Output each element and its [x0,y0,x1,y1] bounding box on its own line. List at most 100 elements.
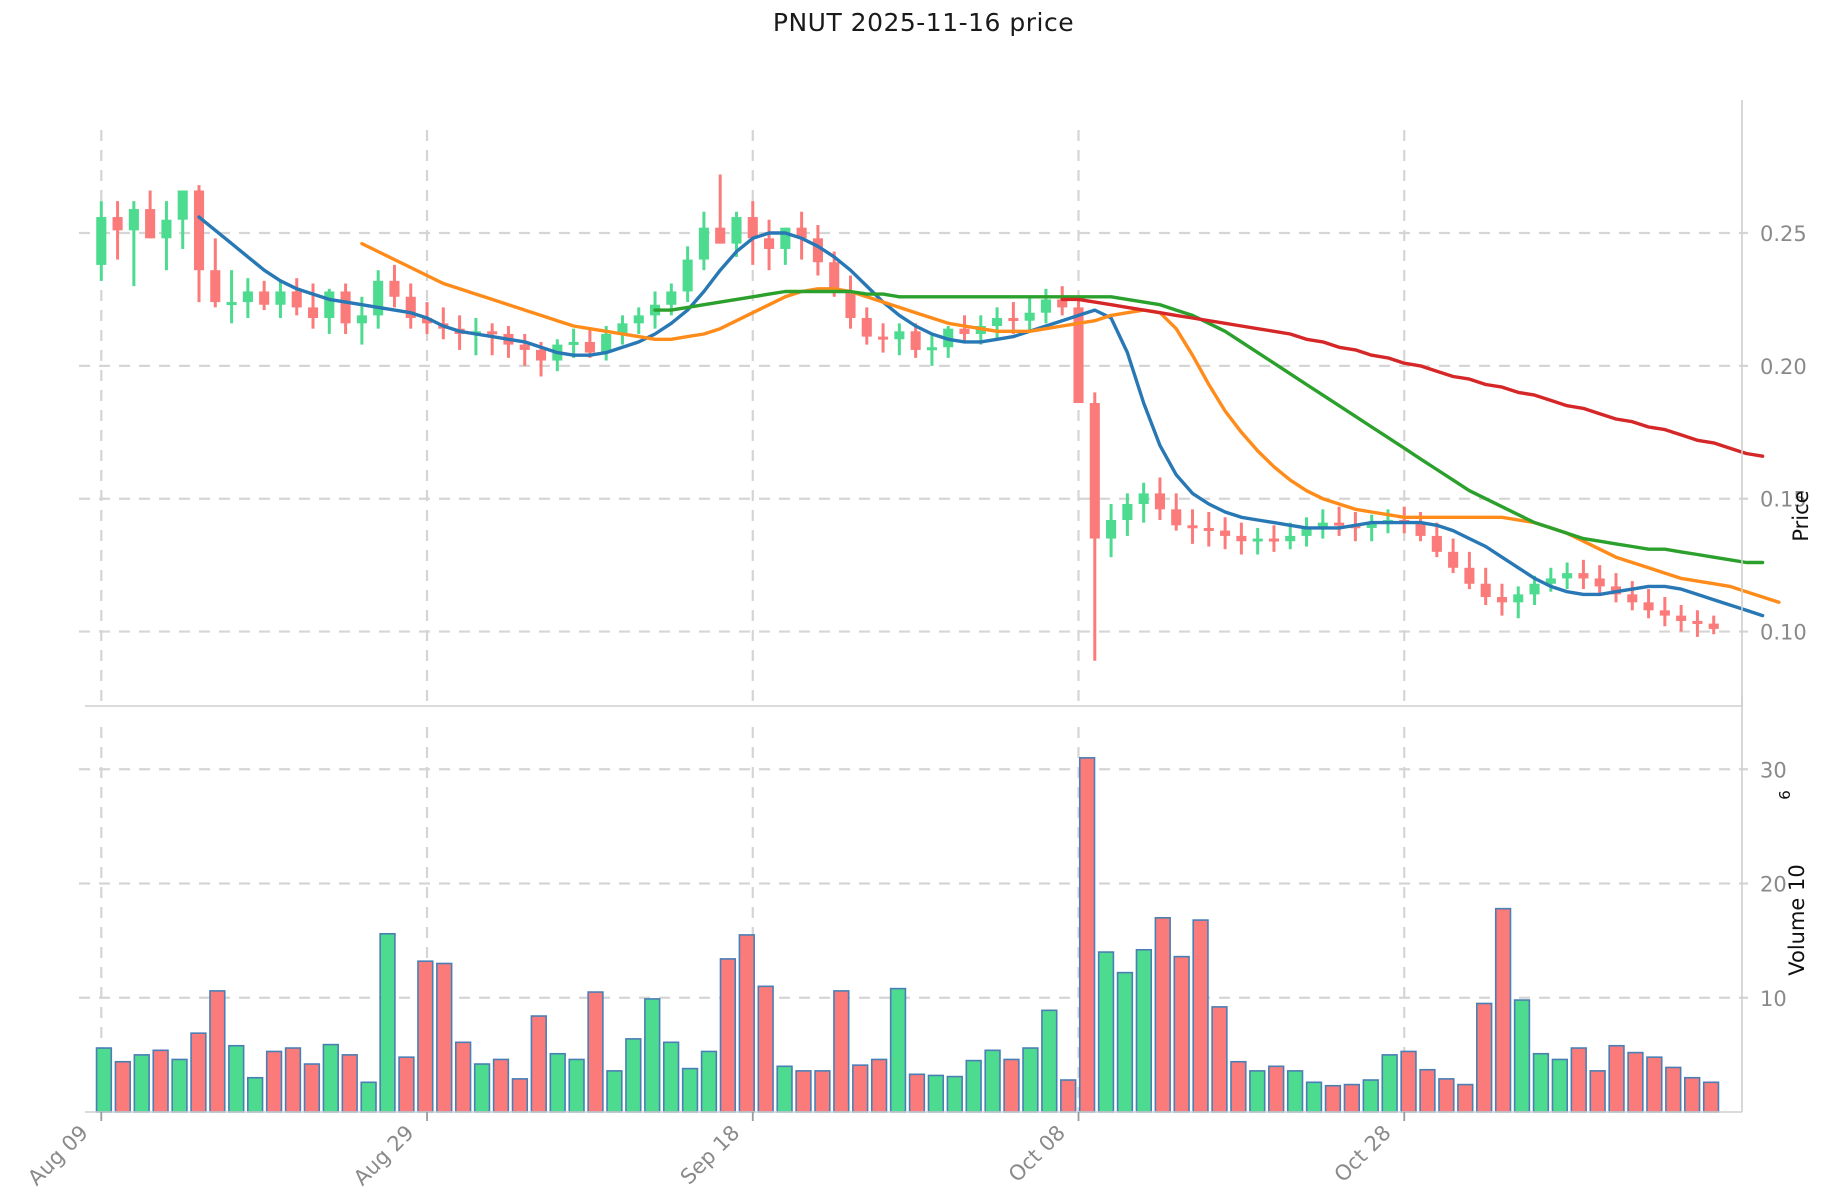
candle-body [568,341,579,345]
volume-bar [1362,1079,1379,1113]
volume-bar [417,960,434,1113]
volume-bar [341,1054,358,1113]
ma-line-ma-xlong [1060,297,1765,458]
candle-body [1480,583,1491,598]
volume-bar [1551,1058,1569,1113]
volume-bar [1078,757,1096,1113]
price-tick-label: 0.10 [1760,621,1807,645]
candlestick [812,225,823,276]
candle-body [1106,519,1117,539]
candle-body [715,227,726,244]
candlestick [682,246,693,303]
volume-bar [889,987,907,1113]
volume-bar [1419,1068,1436,1113]
svg-text:Volume 10: Volume 10 [1785,864,1809,976]
candle-body [1008,318,1019,322]
candle-body [1220,530,1231,536]
volume-bar [1589,1070,1606,1113]
volume-bar [568,1058,585,1113]
volume-bar [1494,907,1512,1113]
volume-bar [776,1065,793,1113]
candle-body [682,259,693,292]
candlestick [845,275,856,329]
x-tick-label: Sep 18 [676,1121,745,1190]
candle-body [210,270,221,303]
candlestick [291,278,302,316]
candle-body [764,238,775,249]
ma-line-ma-short [197,215,1765,618]
candlestick [1399,506,1410,534]
price-tick-label: 0.25 [1760,222,1807,246]
candle-body [389,280,400,297]
candle-body [633,315,644,324]
volume-bar [1381,1054,1398,1113]
volume-bar [662,1041,680,1113]
candlestick [503,326,514,358]
candlestick [405,283,416,329]
volume-bar [984,1049,1001,1113]
volume-bar [1211,1006,1228,1113]
candle-body [1692,620,1703,624]
candle-body [1268,538,1280,542]
volume-bar [795,1070,812,1113]
volume-bar [379,932,396,1113]
volume-bar [265,1050,283,1113]
candlestick [1676,605,1687,632]
volume-bar [1173,955,1190,1113]
volume-bar [1513,999,1531,1113]
candle-body [747,217,758,239]
candlestick [861,307,872,345]
candlestick [1431,522,1442,558]
candlestick [1529,575,1540,605]
volume-bar [1249,1070,1266,1113]
volume-tick-labels: 30 20 10 [1760,758,1787,1010]
candlestick [764,219,775,271]
candle-body [259,291,270,305]
volume-bar [814,1070,831,1113]
candlestick [112,201,123,260]
axis-spines [85,100,1743,1113]
candle-body [96,217,107,265]
candle-body [1073,307,1084,404]
volume-axis-label: Volume 10 6 [1776,790,1809,976]
candlestick-series [96,174,1719,661]
volume-bar [1305,1081,1323,1113]
volume-bar [1646,1056,1663,1113]
volume-bar [322,1043,339,1113]
candlestick [1073,296,1084,404]
candlestick [910,323,921,358]
candle-body [1089,403,1100,539]
volume-bar [1627,1051,1644,1113]
candlestick [1627,581,1638,611]
candle-body [698,227,709,260]
candlestick [1301,517,1312,547]
candlestick [1594,565,1605,595]
volume-bar [965,1059,982,1113]
candlestick [1154,477,1165,520]
volume-bar [1438,1078,1455,1113]
volume-gridlines [79,768,1748,999]
price-axis-label: Price [1789,490,1813,541]
candle-body [112,217,123,231]
candlestick [1008,302,1019,334]
candlestick [275,280,286,319]
candle-body [421,318,433,324]
candle-body [1203,527,1214,531]
candlestick [959,315,970,342]
candle-body [356,315,367,324]
candlestick [324,288,335,334]
candlestick [307,283,319,329]
candlestick [1171,493,1182,531]
candle-body [861,318,872,337]
candle-body [535,349,547,361]
volume-bar [870,1058,888,1113]
candle-body [1285,535,1296,542]
candlestick [259,280,270,311]
price-tick-label: 0.20 [1760,355,1807,379]
candle-body [307,307,319,319]
volume-bar [625,1038,642,1113]
chart-title: PNUT 2025-11-16 price [772,8,1075,37]
volume-bar [681,1067,699,1113]
